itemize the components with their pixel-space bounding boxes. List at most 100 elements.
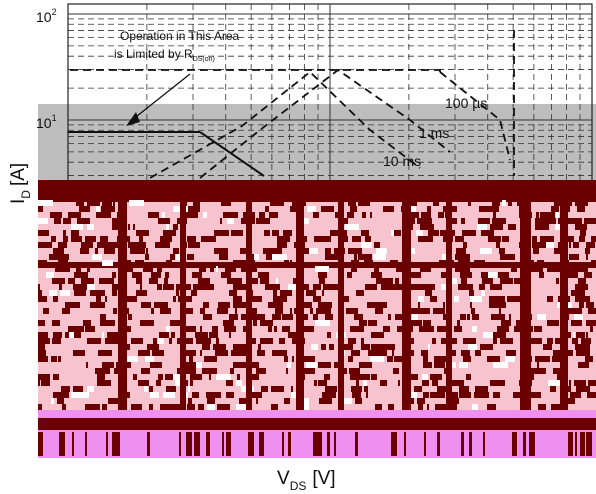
corrupt-block <box>359 320 367 326</box>
corrupt-block <box>217 308 228 314</box>
corrupt-block <box>213 236 216 242</box>
corrupt-block <box>269 212 278 218</box>
corrupt-block <box>284 260 289 266</box>
corrupt-block <box>52 278 65 284</box>
corrupt-block <box>260 278 269 284</box>
corrupt-streak <box>446 200 452 410</box>
corrupt-block <box>284 398 290 404</box>
corrupt-block <box>240 248 247 254</box>
corrupt-block <box>85 432 87 456</box>
corrupt-block <box>107 332 120 338</box>
corrupt-block <box>87 200 100 206</box>
corrupt-block <box>68 212 73 218</box>
corrupt-block <box>83 392 89 398</box>
corrupt-block <box>158 218 163 224</box>
corrupt-block <box>359 362 372 368</box>
corrupt-block <box>349 368 360 374</box>
corrupt-block <box>96 212 111 218</box>
corrupt-block <box>155 242 170 248</box>
corrupt-block <box>505 356 515 362</box>
corrupt-block <box>339 398 352 404</box>
corrupt-block <box>38 218 48 224</box>
corrupt-block <box>169 338 172 344</box>
corrupt-block <box>160 236 172 242</box>
corrupt-block <box>241 314 250 320</box>
corrupt-block <box>547 296 553 302</box>
corrupt-block <box>53 392 56 398</box>
corrupt-block <box>575 296 590 302</box>
corrupt-block <box>470 302 472 308</box>
corrupt-block <box>182 350 196 356</box>
corrupt-block <box>282 314 293 320</box>
corrupt-block <box>258 272 269 278</box>
y-tick-exp-100: 2 <box>52 7 57 17</box>
corrupt-block <box>347 272 352 278</box>
corrupt-block <box>432 338 436 344</box>
corrupt-block <box>421 308 430 314</box>
corrupt-block <box>376 278 383 284</box>
corrupt-block <box>218 302 230 308</box>
corrupt-block <box>452 380 464 386</box>
corrupt-block <box>481 290 485 296</box>
corrupt-block <box>56 392 69 398</box>
corrupt-block <box>451 206 457 212</box>
corrupt-block <box>586 302 594 308</box>
corrupt-block <box>164 278 168 284</box>
corrupt-block <box>108 398 115 404</box>
corrupt-block <box>271 386 284 392</box>
corrupt-block <box>214 230 229 236</box>
annotation-line-2-prefix: is Limited by R <box>114 47 193 61</box>
corrupt-block <box>87 386 94 392</box>
corrupt-block <box>363 380 367 386</box>
corrupt-block <box>469 432 472 456</box>
corrupt-block <box>186 432 192 456</box>
corrupt-block <box>175 380 181 386</box>
corrupt-block <box>138 350 150 356</box>
corrupt-block <box>203 314 212 320</box>
corrupt-block <box>112 272 116 278</box>
corrupt-block <box>398 380 400 386</box>
corrupt-block <box>62 404 66 410</box>
corrupt-block <box>426 326 431 332</box>
corrupt-block <box>552 356 565 362</box>
corrupt-block <box>329 236 331 242</box>
corrupt-block <box>68 326 79 332</box>
corrupt-block <box>43 308 49 314</box>
corrupt-block <box>584 272 592 278</box>
corrupt-block <box>38 338 50 344</box>
corrupt-block <box>569 242 571 248</box>
corrupt-block <box>534 326 542 332</box>
corrupt-block <box>129 200 144 206</box>
corrupt-block <box>293 278 298 284</box>
corrupt-block <box>204 356 217 362</box>
corrupt-block <box>223 212 238 218</box>
corrupt-block <box>133 224 135 230</box>
corrupt-block <box>102 362 114 368</box>
corrupt-block <box>229 332 231 338</box>
corrupt-block <box>65 332 69 338</box>
corrupt-block <box>394 284 405 290</box>
corrupt-block <box>38 374 50 380</box>
corrupt-block <box>38 404 40 410</box>
corrupt-block <box>288 284 303 290</box>
corrupt-block <box>488 206 499 212</box>
corrupt-block <box>154 302 159 308</box>
corrupt-block <box>572 338 578 344</box>
corrupt-block <box>254 254 259 260</box>
corrupt-block <box>92 254 102 260</box>
corrupt-block <box>502 272 509 278</box>
corrupt-block <box>273 290 277 296</box>
corrupt-block <box>499 308 501 314</box>
corrupt-block <box>348 356 353 362</box>
corrupt-block <box>352 392 361 398</box>
annotation-line-1: Operation in This Area <box>120 29 240 43</box>
corrupt-block <box>487 356 500 362</box>
corrupt-block <box>493 212 496 218</box>
corrupt-block <box>156 380 161 386</box>
corrupt-block <box>104 248 115 254</box>
corrupt-block <box>408 212 419 218</box>
corrupt-block <box>513 392 524 398</box>
corrupt-block <box>342 368 347 374</box>
corrupt-block <box>229 290 237 296</box>
corrupt-block <box>310 308 313 314</box>
